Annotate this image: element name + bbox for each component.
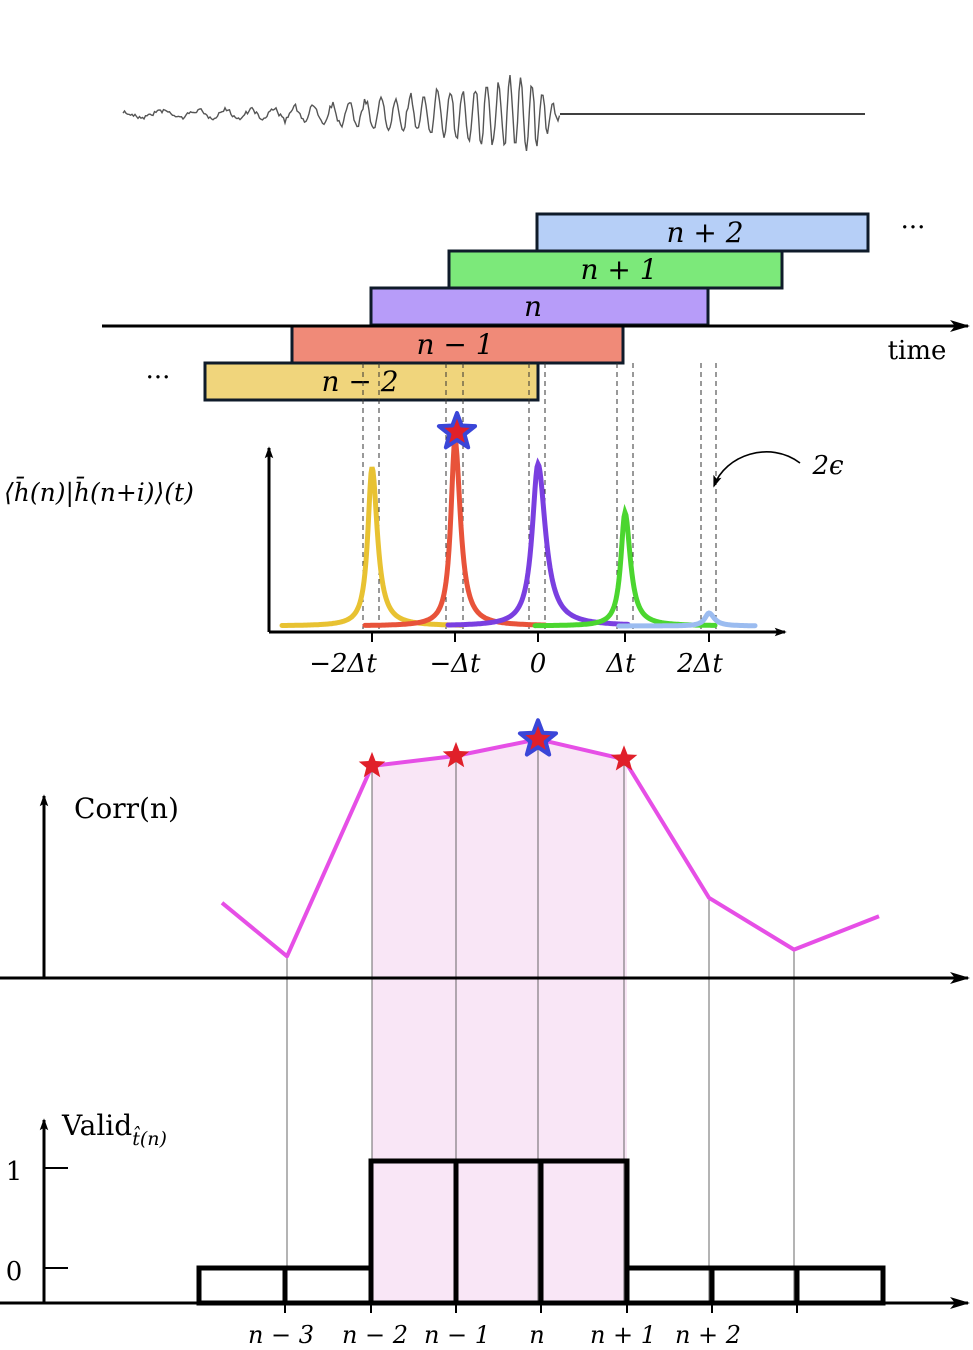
overlap-y-label: ⟨h̄(n)|h̄(n+i)⟩(t) [4, 478, 194, 508]
gravitational-waveform [122, 75, 561, 152]
corr-stars [358, 718, 638, 778]
overlap-peak-curve [362, 439, 548, 628]
best-overlap-star-icon [436, 411, 478, 450]
dashed-guides [362, 363, 717, 632]
overlap-tick-label: Δt [605, 649, 636, 679]
valid-x-tick-label: n − 1 [424, 1321, 490, 1349]
star-icon [442, 741, 470, 768]
valid-ytick-label-1: 1 [6, 1157, 23, 1187]
valid-ytick-label-0: 0 [6, 1257, 23, 1287]
star-icon [436, 411, 478, 450]
valid-y-label-sub: t̂(n) [132, 1125, 167, 1150]
segment-bar: n + 1 [447, 249, 784, 290]
overlap-x-ticks: −2Δt −Δt 0 Δt 2Δt [309, 632, 723, 679]
valid-y-label-main: Valid [61, 1109, 132, 1142]
corr-y-label: Corr(n) [74, 792, 179, 825]
segment-rect [447, 249, 784, 290]
valid-x-tick-label: n + 2 [675, 1321, 741, 1349]
overlap-peak-curve [616, 610, 758, 629]
overlap-peak-curve [445, 457, 631, 628]
valid-region-shade [372, 739, 627, 1303]
ellipsis-right: ··· [901, 213, 926, 243]
segment-bar: n − 2 [203, 361, 540, 402]
star-icon [358, 751, 386, 778]
valid-x-tick-label: n [529, 1321, 544, 1349]
segment-label: n − 1 [416, 328, 493, 361]
overlap-tick-label: −Δt [429, 649, 481, 679]
epsilon-label: 2ϵ [811, 451, 844, 481]
segment-label: n + 1 [580, 253, 657, 286]
segment-bar: n [369, 286, 710, 327]
ellipsis-left: ··· [146, 363, 171, 393]
epsilon-arrow [713, 451, 801, 488]
valid-box [624, 1265, 715, 1306]
best-star-icon [517, 718, 559, 757]
segment-bar: n + 2 [535, 212, 870, 253]
segment-label: n [524, 290, 542, 323]
overlap-tick-label: 0 [530, 649, 547, 679]
valid-step-boxes [196, 1158, 886, 1306]
segment-bars: n − 2 n − 1 n n + 1 n + 2 [203, 212, 870, 402]
valid-box [709, 1265, 800, 1306]
segment-label: n − 2 [321, 365, 398, 398]
valid-x-tick-label: n − 3 [248, 1321, 314, 1349]
overlap-peaks [279, 439, 758, 629]
valid-box [196, 1265, 288, 1306]
segment-label: n + 2 [666, 216, 743, 249]
overlap-peak-curve [279, 466, 465, 628]
segment-rect [535, 212, 870, 253]
valid-y-label: Validt̂(n) [61, 1109, 167, 1150]
valid-box [282, 1265, 374, 1306]
segment-rect [290, 324, 625, 365]
star-icon [610, 745, 638, 771]
valid-x-ticks: n − 3 n − 2 n − 1 n n + 1 n + 2 [248, 1295, 798, 1349]
time-axis-label: time [888, 336, 947, 366]
valid-x-tick-label: n − 2 [342, 1321, 408, 1349]
segment-bar: n − 1 [290, 324, 625, 365]
segment-rect [203, 361, 540, 402]
valid-box [794, 1265, 886, 1306]
overlap-tick-label: −2Δt [309, 649, 377, 679]
overlap-tick-label: 2Δt [676, 649, 723, 679]
valid-x-tick-label: n + 1 [590, 1321, 656, 1349]
